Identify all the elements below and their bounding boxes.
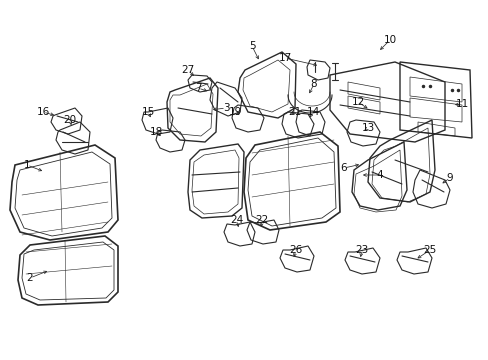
Text: 11: 11 bbox=[454, 99, 468, 109]
Text: 22: 22 bbox=[255, 215, 268, 225]
Text: 18: 18 bbox=[149, 127, 163, 137]
Text: 9: 9 bbox=[446, 173, 452, 183]
Text: 24: 24 bbox=[230, 215, 243, 225]
Text: 26: 26 bbox=[289, 245, 302, 255]
Text: 4: 4 bbox=[376, 170, 383, 180]
Text: 10: 10 bbox=[383, 35, 396, 45]
Text: 19: 19 bbox=[228, 107, 241, 117]
Text: 16: 16 bbox=[36, 107, 49, 117]
Text: 2: 2 bbox=[27, 273, 33, 283]
Text: 3: 3 bbox=[222, 103, 229, 113]
Text: 13: 13 bbox=[361, 123, 374, 133]
Text: 21: 21 bbox=[288, 107, 301, 117]
Text: 8: 8 bbox=[310, 79, 317, 89]
Text: 20: 20 bbox=[63, 115, 77, 125]
Text: 5: 5 bbox=[248, 41, 255, 51]
Text: 6: 6 bbox=[340, 163, 346, 173]
Text: 1: 1 bbox=[23, 160, 30, 170]
Text: 25: 25 bbox=[423, 245, 436, 255]
Text: 12: 12 bbox=[351, 97, 364, 107]
Text: 7: 7 bbox=[194, 83, 201, 93]
Text: 14: 14 bbox=[306, 107, 319, 117]
Text: 17: 17 bbox=[278, 53, 291, 63]
Text: 27: 27 bbox=[181, 65, 194, 75]
Text: 15: 15 bbox=[141, 107, 154, 117]
Text: 23: 23 bbox=[355, 245, 368, 255]
